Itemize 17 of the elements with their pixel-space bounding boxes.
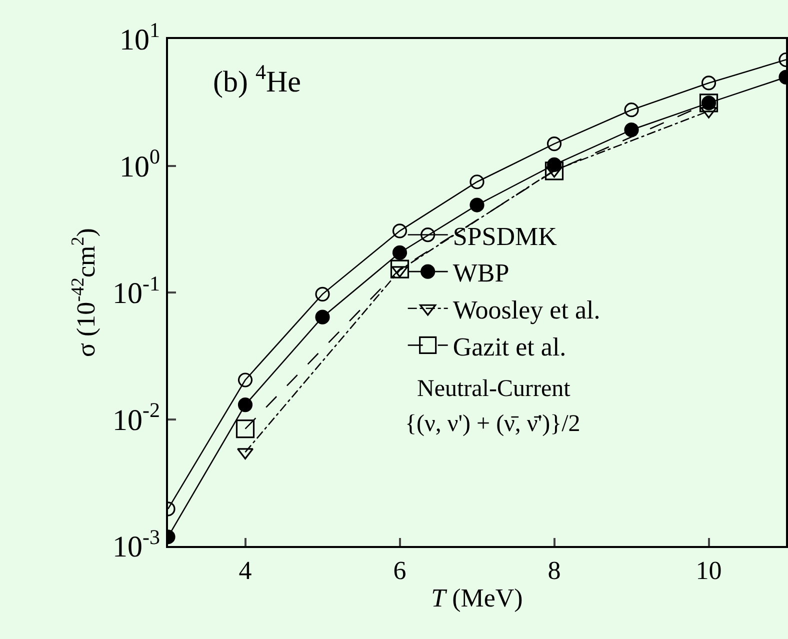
x-axis-title: T (MeV) <box>431 583 523 612</box>
legend-label: SPSDMK <box>452 222 558 251</box>
legend-label: Gazit et al. <box>452 332 566 362</box>
annotation: Neutral-Current <box>417 376 571 402</box>
x-tick-label: 10 <box>696 556 722 586</box>
annotation: {(ν, ν') + (ν̄, ν̄')}/2 <box>405 411 580 437</box>
legend-label: WBP <box>452 258 510 288</box>
x-tick-label: 8 <box>548 556 561 586</box>
y-tick-label: 10$^{-2}$ <box>112 398 160 437</box>
y-tick-label: 10$^{-1}$ <box>112 271 160 310</box>
y-tick-label: 10$^{0}$ <box>120 144 160 184</box>
x-tick-label: 4 <box>238 556 252 586</box>
x-tick-label: 6 <box>393 556 406 586</box>
legend-label: Woosley et al. <box>452 296 600 325</box>
annotation: (b) $^{4}$He <box>213 60 301 99</box>
y-tick-label: 10$^{1}$ <box>120 18 160 56</box>
y-tick-label: 10$^{-3}$ <box>112 524 160 564</box>
